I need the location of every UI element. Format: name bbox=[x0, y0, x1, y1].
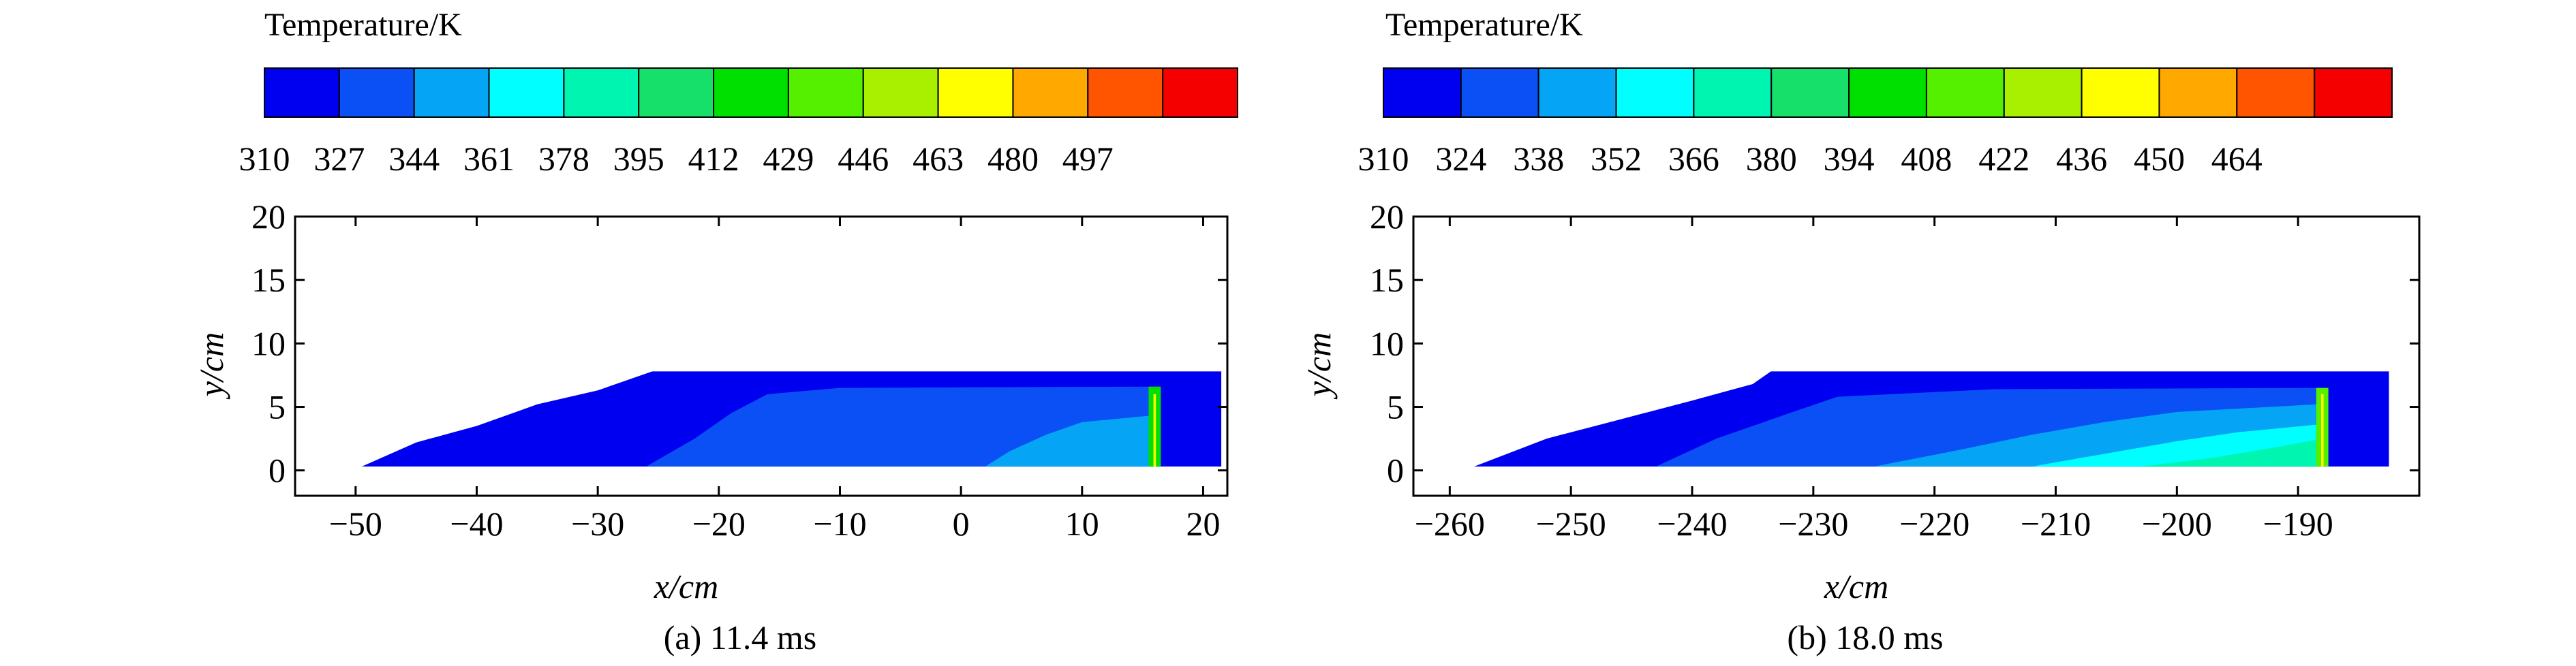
colorbar-tick-label: 497 bbox=[1062, 140, 1114, 178]
colorbar-tick-label: 429 bbox=[763, 140, 814, 178]
colorbar-tick-label: 310 bbox=[1358, 140, 1409, 178]
colorbar-swatch bbox=[2081, 67, 2160, 118]
plot-frame bbox=[294, 215, 1229, 497]
x-tick-label: 20 bbox=[1186, 505, 1220, 543]
y-tick-label: 10 bbox=[251, 324, 286, 362]
panel-b: Temperature/K 310 324 338 352 366 380 394 408 42… bbox=[1300, 7, 2421, 656]
y-tick-label: 15 bbox=[1370, 261, 1404, 299]
temperature-region bbox=[985, 415, 1149, 467]
colorbar-swatch bbox=[413, 67, 490, 118]
x-tick-label: −50 bbox=[329, 505, 382, 543]
colorbar-tick-label: 352 bbox=[1591, 140, 1642, 178]
x-tick-label: −260 bbox=[1415, 505, 1485, 543]
colorbar-swatch bbox=[1537, 67, 1617, 118]
y-tick-label: 0 bbox=[269, 451, 286, 490]
colorbar-swatch bbox=[1770, 67, 1850, 118]
colorbar-tick-label: 480 bbox=[987, 140, 1039, 178]
x-tick-label: 10 bbox=[1065, 505, 1099, 543]
temperature-region bbox=[1153, 394, 1156, 467]
x-tick-label: −200 bbox=[2142, 505, 2212, 543]
colorbar-tick-label: 408 bbox=[1901, 140, 1952, 178]
x-tick-label: −40 bbox=[450, 505, 503, 543]
colorbar-tick-label: 324 bbox=[1435, 140, 1486, 178]
colorbar-swatch bbox=[862, 67, 939, 118]
colorbar-swatch bbox=[2236, 67, 2316, 118]
y-tick-label: 5 bbox=[269, 388, 286, 426]
colorbar-swatch bbox=[338, 67, 415, 118]
colorbar-tick-label: 366 bbox=[1668, 140, 1719, 178]
x-tick-label: −10 bbox=[813, 505, 866, 543]
colorbar-tick-label: 361 bbox=[463, 140, 515, 178]
colorbar-tick-label: 450 bbox=[2134, 140, 2185, 178]
colorbar-swatch bbox=[1460, 67, 1539, 118]
colorbar-tick-label: 395 bbox=[613, 140, 664, 178]
temperature-region bbox=[2321, 394, 2324, 467]
panel-caption: (a) 11.4 ms bbox=[664, 618, 817, 656]
colorbar: 310 327 344 361 378 395 412 429 446 463 480 497 bbox=[239, 67, 1238, 178]
y-tick-label: 15 bbox=[251, 261, 286, 299]
y-tick-label: 0 bbox=[1387, 451, 1404, 490]
colorbar-swatch bbox=[937, 67, 1014, 118]
colorbar-swatch bbox=[563, 67, 640, 118]
temperature-region bbox=[2141, 440, 2316, 467]
x-tick-label: −230 bbox=[1778, 505, 1848, 543]
colorbar-tick-label: 412 bbox=[688, 140, 739, 178]
x-axis-label: x/cm bbox=[1824, 567, 1888, 605]
y-tick-label: 20 bbox=[251, 197, 286, 236]
colorbar-tick-label: 463 bbox=[913, 140, 964, 178]
colorbar-swatch bbox=[1848, 67, 1927, 118]
x-tick-label: 0 bbox=[953, 505, 970, 543]
colorbar-tick-label: 344 bbox=[388, 140, 440, 178]
x-tick-label: −240 bbox=[1657, 505, 1727, 543]
x-tick-label: −210 bbox=[2021, 505, 2091, 543]
x-tick-label: −20 bbox=[692, 505, 746, 543]
x-axis-label: x/cm bbox=[654, 567, 718, 605]
colorbar: 310 324 338 352 366 380 394 408 422 436 450 464 bbox=[1358, 67, 2393, 178]
colorbar-swatch bbox=[1925, 67, 2005, 118]
x-tick-label: −250 bbox=[1536, 505, 1606, 543]
plot-area: −50 −40 −30 −20 −10 0 10 20 0 5 10 15 20 bbox=[251, 197, 1229, 543]
colorbar-swatch bbox=[264, 67, 340, 118]
y-axis-label: y/cm bbox=[1300, 332, 1338, 400]
colorbar-swatch bbox=[1087, 67, 1164, 118]
colorbar-swatch bbox=[713, 67, 789, 118]
colorbar-title: Temperature/K bbox=[1385, 7, 1583, 43]
colorbar-swatch bbox=[787, 67, 864, 118]
x-tick-label: −30 bbox=[571, 505, 624, 543]
colorbar-swatch bbox=[2314, 67, 2393, 118]
plot-frame bbox=[1412, 215, 2421, 497]
colorbar-tick-label: 378 bbox=[538, 140, 589, 178]
colorbar-tick-label: 380 bbox=[1746, 140, 1797, 178]
colorbar-swatch bbox=[1383, 67, 1462, 118]
y-tick-label: 5 bbox=[1387, 388, 1404, 426]
colorbar-tick-label: 446 bbox=[838, 140, 889, 178]
x-tick-label: −190 bbox=[2263, 505, 2333, 543]
y-tick-label: 20 bbox=[1370, 197, 1404, 236]
colorbar-swatch bbox=[488, 67, 565, 118]
colorbar-title: Temperature/K bbox=[264, 7, 462, 43]
panel-caption: (b) 18.0 ms bbox=[1787, 618, 1943, 656]
colorbar-swatch bbox=[638, 67, 715, 118]
colorbar-tick-label: 310 bbox=[239, 140, 290, 178]
colorbar-swatch bbox=[1162, 67, 1238, 118]
colorbar-swatch bbox=[2003, 67, 2083, 118]
colorbar-tick-label: 327 bbox=[313, 140, 365, 178]
x-tick-label: −220 bbox=[1899, 505, 1969, 543]
colorbar-tick-label: 394 bbox=[1824, 140, 1875, 178]
colorbar-tick-label: 422 bbox=[1978, 140, 2029, 178]
colorbar-swatch bbox=[2158, 67, 2238, 118]
y-axis-label: y/cm bbox=[192, 332, 230, 400]
colorbar-swatch bbox=[1693, 67, 1773, 118]
colorbar-tick-label: 464 bbox=[2211, 140, 2263, 178]
colorbar-tick-label: 338 bbox=[1513, 140, 1564, 178]
y-tick-label: 10 bbox=[1370, 324, 1404, 362]
plot-area: −260 −250 −240 −230 −220 −210 −200 −190 0 5 10 15 20 bbox=[1370, 197, 2421, 543]
colorbar-tick-label: 436 bbox=[2056, 140, 2107, 178]
colorbar-swatch bbox=[1615, 67, 1695, 118]
panel-a: Temperature/K 310 327 344 361 378 395 412 429 44… bbox=[192, 7, 1238, 656]
colorbar-swatch bbox=[1012, 67, 1089, 118]
